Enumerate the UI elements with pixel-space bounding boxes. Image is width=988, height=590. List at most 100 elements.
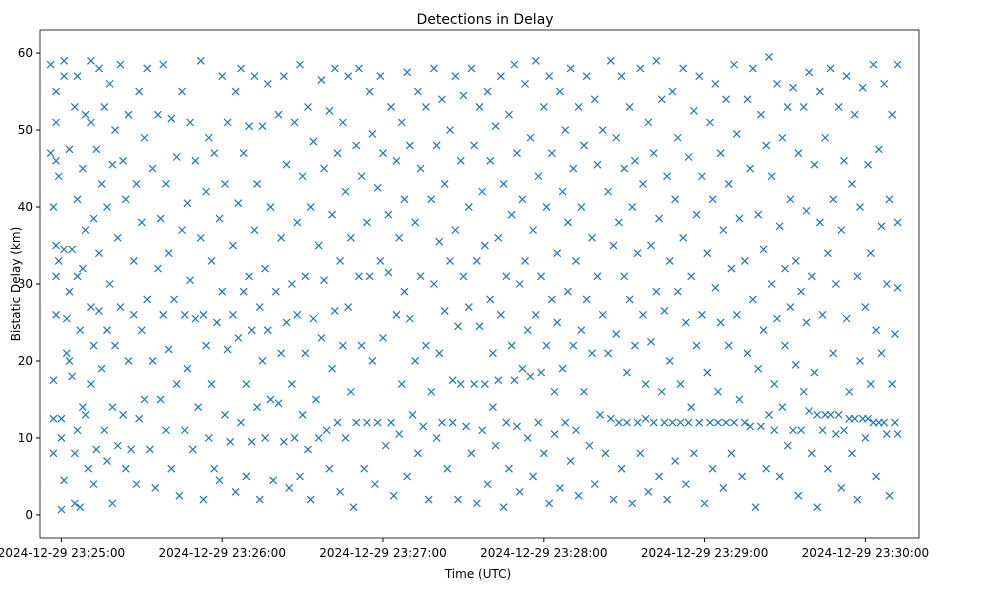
x-axis: 2024-12-29 23:25:00 2024-12-29 23:26:00 20…	[0, 538, 929, 560]
data-point	[435, 237, 444, 246]
data-point	[349, 503, 358, 512]
data-point	[542, 203, 551, 211]
data-point	[572, 256, 580, 265]
data-point	[57, 505, 66, 514]
data-point	[306, 495, 315, 504]
data-point	[628, 203, 637, 211]
data-point	[786, 195, 795, 204]
data-point	[663, 172, 672, 181]
data-point	[660, 418, 669, 427]
data-point	[127, 445, 136, 454]
data-point	[443, 464, 452, 473]
data-point	[708, 464, 717, 473]
data-point	[692, 210, 701, 219]
data-point	[178, 226, 186, 235]
data-point	[775, 472, 784, 481]
data-point	[210, 464, 219, 473]
data-point	[727, 264, 736, 273]
data-point	[330, 64, 339, 73]
data-point	[550, 430, 559, 439]
data-point	[727, 449, 736, 458]
data-point	[507, 210, 516, 219]
data-point	[73, 72, 82, 81]
data-point	[488, 349, 497, 358]
data-point	[813, 503, 822, 512]
data-point	[494, 376, 503, 385]
data-point	[738, 472, 747, 481]
data-point	[598, 310, 607, 319]
data-point	[379, 149, 387, 158]
data-point	[740, 418, 749, 427]
data-point	[365, 87, 374, 96]
data-point	[430, 64, 438, 73]
data-point	[631, 156, 639, 165]
data-point	[470, 141, 479, 150]
data-point	[68, 372, 77, 381]
data-point	[148, 164, 157, 173]
data-point	[689, 106, 698, 115]
data-point	[266, 203, 275, 211]
x-tick-label: 2024-12-29 23:28:00	[480, 546, 607, 560]
data-point	[137, 218, 146, 227]
data-point	[373, 418, 382, 427]
data-point	[475, 103, 484, 111]
data-point	[789, 83, 797, 92]
data-point	[853, 495, 862, 504]
data-point	[282, 318, 291, 327]
data-point	[132, 180, 141, 188]
data-point	[239, 149, 248, 158]
data-point	[344, 303, 353, 312]
data-point	[810, 160, 819, 169]
data-point	[754, 210, 763, 219]
data-point	[767, 172, 776, 181]
data-point	[668, 87, 677, 96]
data-point	[735, 395, 744, 404]
data-point	[606, 56, 615, 65]
data-point	[456, 156, 465, 165]
data-point	[639, 310, 647, 319]
x-tick-label: 2024-12-29 23:25:00	[0, 546, 125, 560]
data-point	[247, 437, 256, 446]
data-point	[711, 79, 720, 88]
data-point	[89, 341, 98, 350]
data-point	[430, 280, 438, 288]
data-point	[194, 403, 203, 412]
data-point	[893, 218, 902, 227]
data-point	[440, 180, 449, 188]
data-point	[159, 310, 168, 319]
data-point	[730, 418, 739, 427]
data-point	[180, 310, 189, 319]
data-point	[389, 491, 398, 500]
data-point	[864, 160, 873, 169]
data-point	[172, 380, 181, 388]
data-point	[580, 387, 588, 396]
data-point	[357, 172, 366, 181]
data-point	[604, 187, 613, 196]
data-point	[789, 426, 797, 435]
data-point	[526, 372, 535, 381]
data-point	[679, 233, 688, 242]
data-point	[644, 118, 653, 127]
data-point	[807, 449, 816, 458]
data-point	[684, 418, 693, 427]
data-point	[684, 153, 693, 161]
data-point	[655, 214, 663, 223]
data-point	[287, 280, 296, 288]
data-point	[743, 95, 752, 104]
data-point	[180, 426, 189, 435]
data-point	[279, 437, 288, 446]
data-point	[464, 203, 473, 211]
data-point	[151, 484, 160, 492]
data-point	[786, 303, 795, 312]
data-point	[287, 380, 296, 388]
y-tick-label: 10	[18, 431, 33, 445]
data-point	[459, 272, 468, 281]
data-point	[596, 410, 605, 419]
data-point	[333, 149, 342, 158]
data-point	[78, 164, 87, 173]
data-point	[156, 395, 165, 404]
data-point	[890, 330, 899, 338]
data-point	[888, 110, 897, 119]
data-point	[60, 72, 69, 81]
data-point	[799, 387, 808, 396]
